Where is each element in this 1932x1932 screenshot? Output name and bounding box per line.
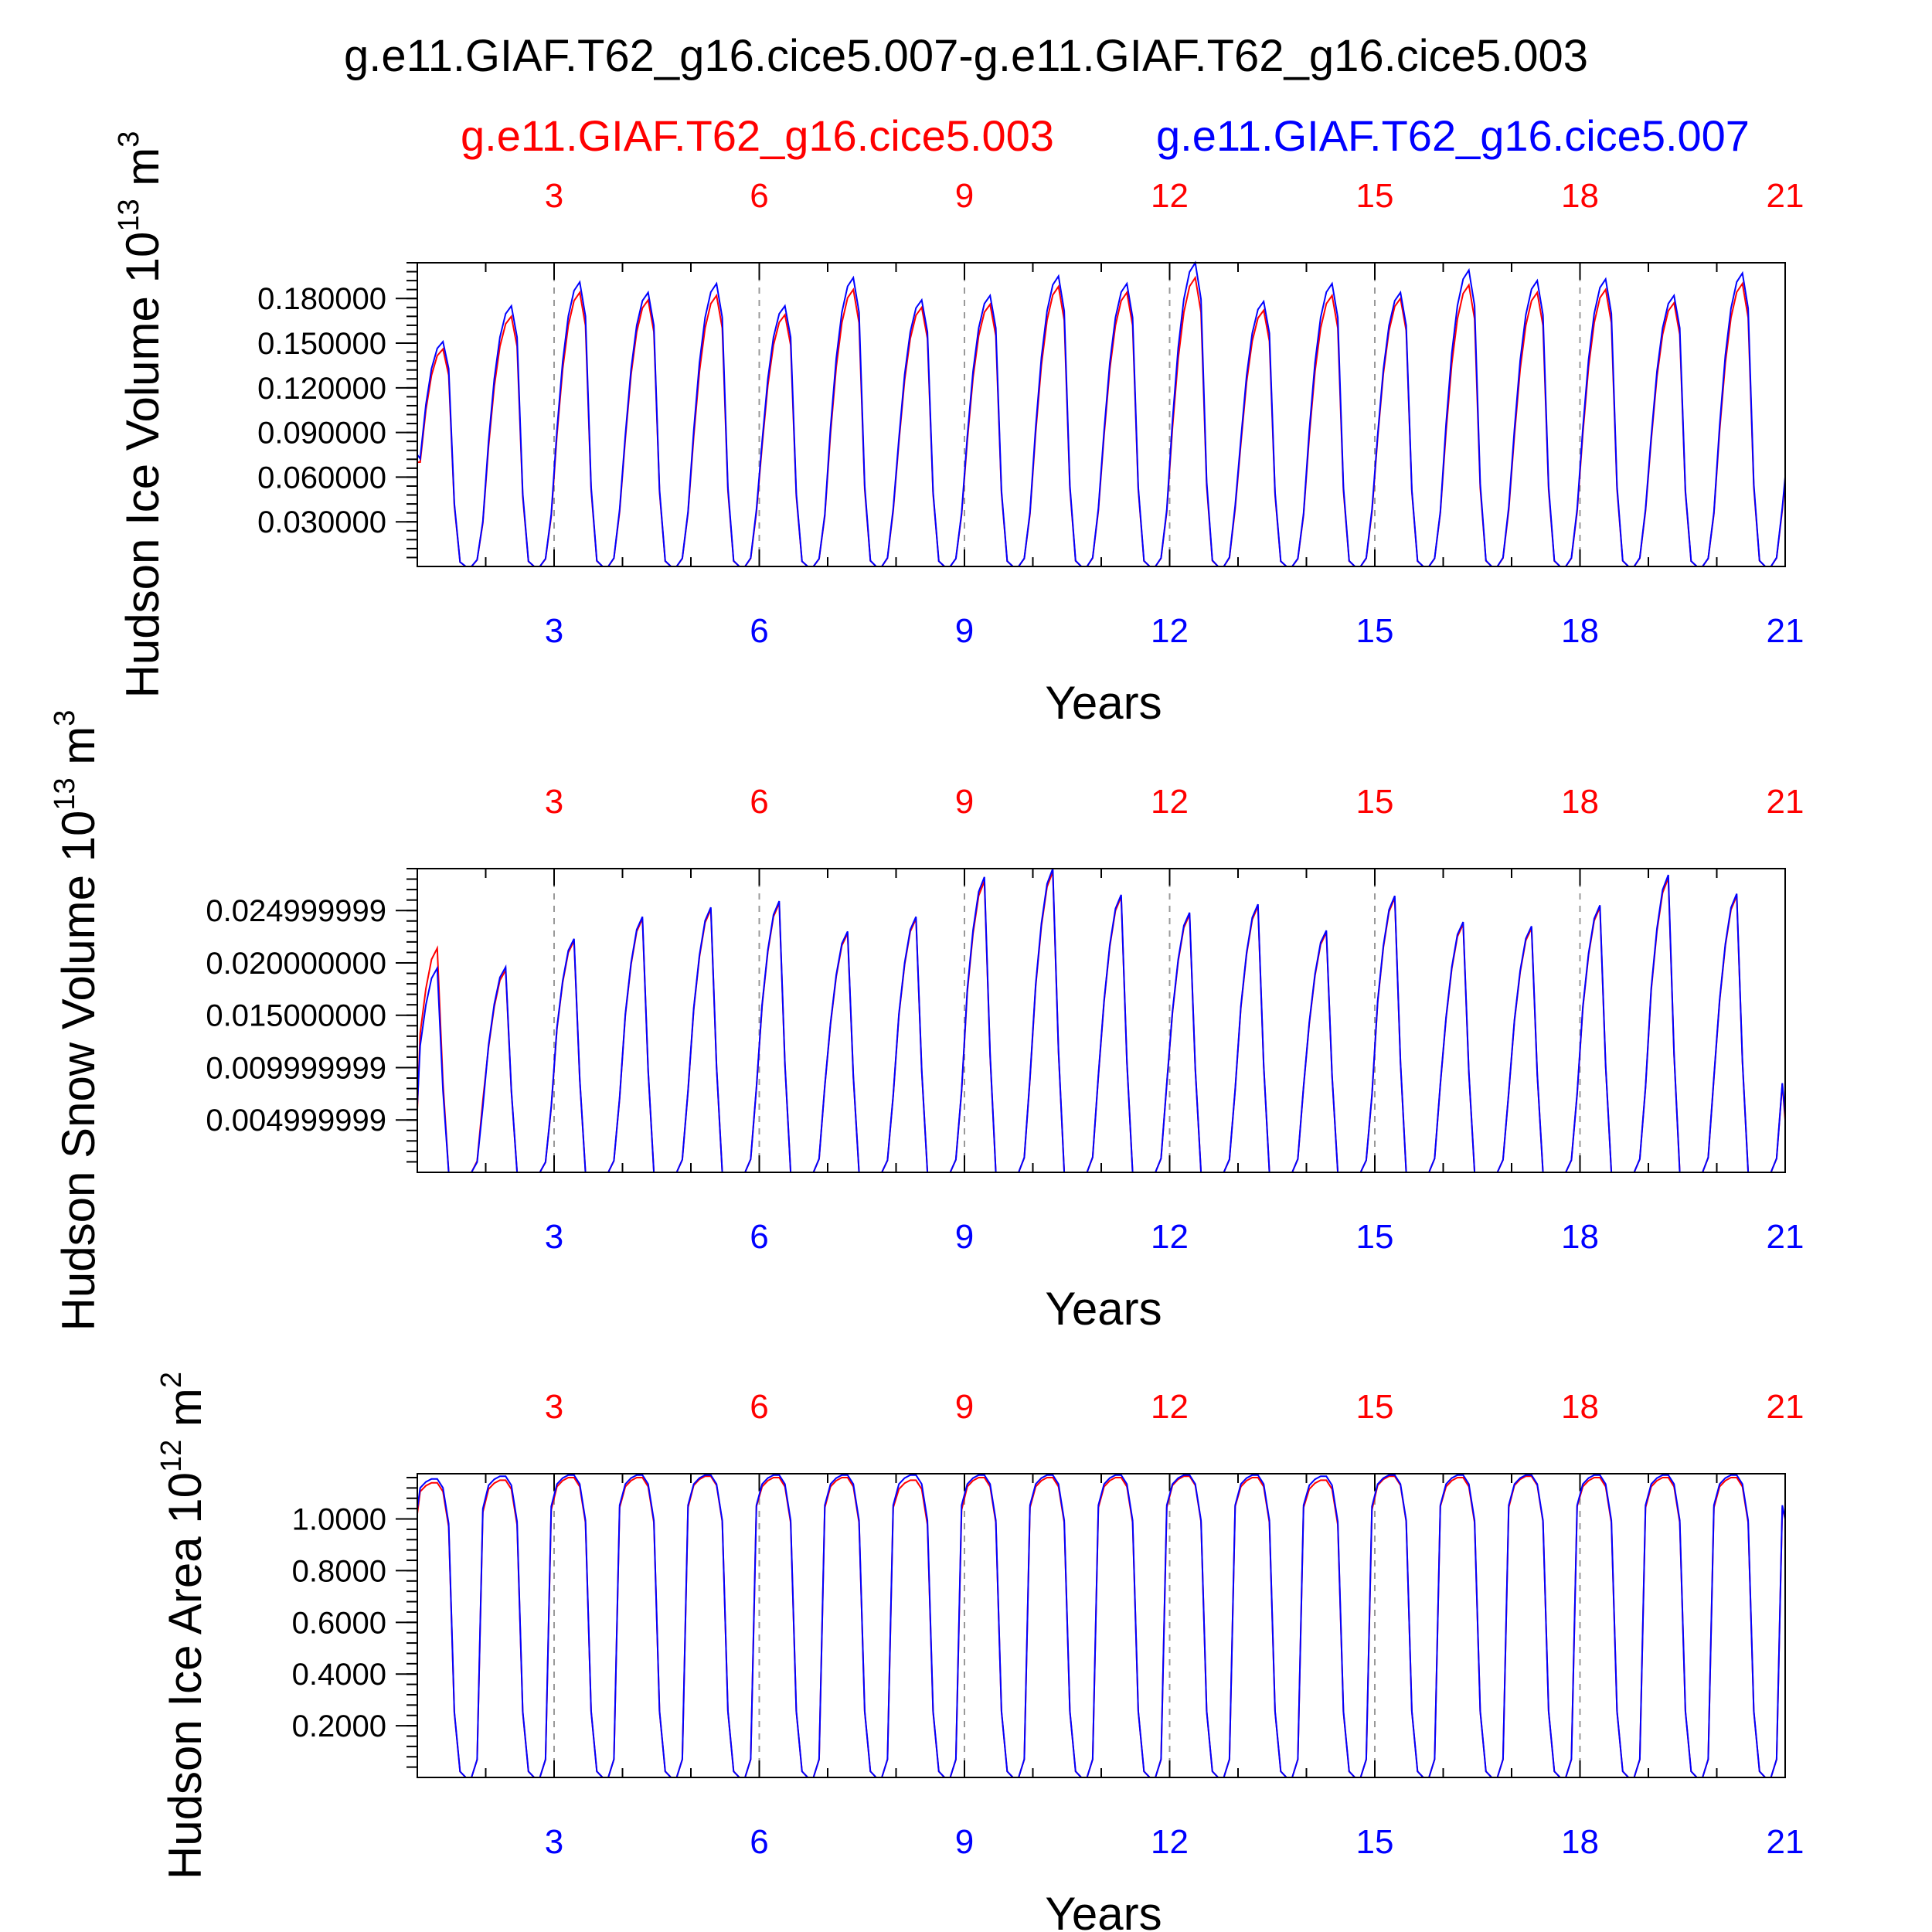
x-tick-label-top: 18 xyxy=(1561,1388,1599,1426)
x-tick-label-bottom: 15 xyxy=(1356,1823,1394,1861)
x-tick-label-bottom: 21 xyxy=(1767,1823,1804,1861)
x-tick-label-bottom: 18 xyxy=(1561,1218,1599,1256)
x-tick-label-top: 9 xyxy=(955,177,974,215)
x-tick-label-top: 12 xyxy=(1151,783,1189,821)
x-tick-label-bottom: 6 xyxy=(750,612,768,650)
x-tick-label-bottom: 9 xyxy=(955,612,974,650)
y-axis-title-part: m xyxy=(53,726,104,778)
legend-entry-007: g.e11.GIAF.T62_g16.cice5.007 xyxy=(1156,111,1750,160)
y-tick-label: 0.009999999 xyxy=(206,1051,386,1085)
x-tick-label-bottom: 12 xyxy=(1151,1218,1189,1256)
y-axis-title-part: Hudson Ice Area 10 xyxy=(159,1472,211,1879)
x-tick-label-top: 3 xyxy=(545,783,563,821)
y-axis-title-part: m xyxy=(117,148,168,199)
x-tick-label-bottom: 18 xyxy=(1561,612,1599,650)
y-axis-title-part: m xyxy=(159,1388,211,1440)
x-tick-label-top: 3 xyxy=(545,177,563,215)
x-tick-label-bottom: 9 xyxy=(955,1218,974,1256)
y-tick-label: 0.120000 xyxy=(257,372,386,406)
x-tick-label-bottom: 18 xyxy=(1561,1823,1599,1861)
x-tick-label-bottom: 12 xyxy=(1151,1823,1189,1861)
y-axis-title-part: Hudson Ice Volume 10 xyxy=(117,232,168,699)
y-axis-title-superscript: 13 xyxy=(49,777,81,810)
y-axis-title-superscript: 3 xyxy=(113,131,145,148)
x-tick-label-top: 15 xyxy=(1356,1388,1394,1426)
y-tick-label: 0.150000 xyxy=(257,327,386,361)
x-tick-label-bottom: 3 xyxy=(545,612,563,650)
y-tick-label: 0.024999999 xyxy=(206,894,386,928)
y-axis-title-superscript: 13 xyxy=(113,199,145,231)
y-axis-title-superscript: 2 xyxy=(155,1372,188,1388)
x-tick-label-bottom: 6 xyxy=(750,1218,768,1256)
x-tick-label-top: 15 xyxy=(1356,783,1394,821)
x-tick-label-top: 15 xyxy=(1356,177,1394,215)
x-tick-label-top: 21 xyxy=(1767,783,1804,821)
x-axis-title: Years xyxy=(1045,677,1162,729)
plot-frame xyxy=(417,868,1786,1173)
legend-entry-003: g.e11.GIAF.T62_g16.cice5.003 xyxy=(461,111,1054,160)
x-axis-title: Years xyxy=(1045,1888,1162,1932)
panel-ice-volume: 3 3 6 6 9 9 12 12 15 15 18 18 21 21 0.030000 0.060000 0.… xyxy=(113,131,1804,729)
plot-frame xyxy=(417,262,1786,567)
x-tick-label-bottom: 15 xyxy=(1356,612,1394,650)
y-axis-title: Hudson Ice Volume 1013 m3 xyxy=(113,131,168,699)
series-line-007 xyxy=(417,260,1786,567)
y-tick-label: 0.030000 xyxy=(257,505,386,539)
y-tick-label: 0.090000 xyxy=(257,417,386,451)
x-tick-label-top: 6 xyxy=(750,1388,768,1426)
main-title: g.e11.GIAF.T62_g16.cice5.007-g.e11.GIAF.… xyxy=(344,31,1588,81)
x-tick-label-bottom: 21 xyxy=(1767,612,1804,650)
x-tick-label-bottom: 15 xyxy=(1356,1218,1394,1256)
y-tick-label: 1.0000 xyxy=(292,1503,386,1537)
x-tick-label-bottom: 3 xyxy=(545,1218,563,1256)
x-tick-label-top: 12 xyxy=(1151,1388,1189,1426)
y-tick-label: 0.2000 xyxy=(292,1709,386,1743)
plot-frame xyxy=(417,1473,1786,1778)
y-axis-title-superscript: 12 xyxy=(155,1440,188,1472)
x-tick-label-top: 18 xyxy=(1561,177,1599,215)
y-tick-label: 0.015000000 xyxy=(206,999,386,1033)
x-tick-label-bottom: 6 xyxy=(750,1823,768,1861)
panel-snow-volume: 3 3 6 6 9 9 12 12 15 15 18 18 21 21 0.004999999 0.00999… xyxy=(49,710,1804,1335)
x-axis-title: Years xyxy=(1045,1283,1162,1335)
x-tick-label-top: 9 xyxy=(955,783,974,821)
y-tick-label: 0.004999999 xyxy=(206,1104,386,1138)
y-axis-title: Hudson Ice Area 1012 m2 xyxy=(155,1372,211,1879)
x-tick-label-top: 12 xyxy=(1151,177,1189,215)
y-tick-label: 0.8000 xyxy=(292,1554,386,1588)
x-tick-label-top: 21 xyxy=(1767,177,1804,215)
y-axis-title-superscript: 3 xyxy=(49,710,81,726)
x-tick-label-bottom: 9 xyxy=(955,1823,974,1861)
y-tick-label: 0.6000 xyxy=(292,1606,386,1640)
x-tick-label-top: 9 xyxy=(955,1388,974,1426)
y-axis-title-part: Hudson Snow Volume 10 xyxy=(53,811,104,1332)
x-tick-label-bottom: 3 xyxy=(545,1823,563,1861)
series-line-007 xyxy=(417,1474,1786,1778)
x-tick-label-top: 6 xyxy=(750,783,768,821)
y-tick-label: 0.020000000 xyxy=(206,947,386,981)
y-axis-title: Hudson Snow Volume 1013 m3 xyxy=(49,710,104,1332)
x-tick-label-top: 6 xyxy=(750,177,768,215)
y-tick-label: 0.180000 xyxy=(257,282,386,316)
x-tick-label-top: 18 xyxy=(1561,783,1599,821)
x-tick-label-top: 3 xyxy=(545,1388,563,1426)
x-tick-label-bottom: 12 xyxy=(1151,612,1189,650)
x-tick-label-top: 21 xyxy=(1767,1388,1804,1426)
y-tick-label: 0.4000 xyxy=(292,1658,386,1692)
x-tick-label-bottom: 21 xyxy=(1767,1218,1804,1256)
panel-ice-area: 3 3 6 6 9 9 12 12 15 15 18 18 21 21 0.2000 0.4000 0.6000… xyxy=(155,1372,1804,1932)
y-tick-label: 0.060000 xyxy=(257,461,386,495)
